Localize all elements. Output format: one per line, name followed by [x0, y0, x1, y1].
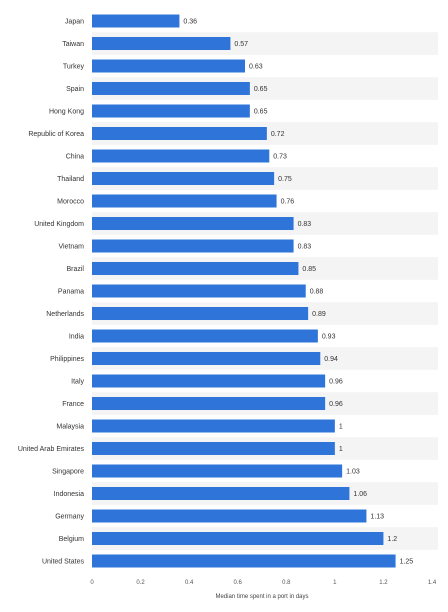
category-label: United Arab Emirates: [18, 446, 85, 453]
category-label: Japan: [65, 19, 84, 26]
x-tick-label: 0: [90, 580, 94, 586]
bar[interactable]: [92, 14, 180, 28]
bar[interactable]: [92, 509, 367, 523]
category-label: Brazil: [66, 266, 84, 273]
value-label: 0.83: [298, 244, 312, 251]
bar[interactable]: [92, 532, 384, 545]
value-label: 1.03: [346, 469, 360, 476]
bar[interactable]: [92, 127, 267, 140]
bar[interactable]: [92, 554, 396, 568]
bar[interactable]: [92, 37, 231, 50]
value-label: 0.36: [183, 19, 197, 26]
x-tick-label: 0.4: [185, 580, 194, 586]
category-label: Malaysia: [56, 424, 84, 431]
value-label: 0.57: [234, 41, 248, 48]
value-label: 0.63: [249, 64, 263, 71]
value-label: 0.88: [310, 289, 324, 296]
category-label: Belgium: [59, 536, 84, 543]
value-label: 1: [339, 424, 343, 431]
bar[interactable]: [92, 149, 270, 163]
bar[interactable]: [92, 262, 299, 275]
bar[interactable]: [92, 307, 309, 320]
category-label: Spain: [66, 86, 84, 93]
category-label: United States: [42, 559, 85, 566]
category-label: Vietnam: [58, 244, 84, 251]
bar[interactable]: [92, 487, 350, 500]
category-label: Morocco: [57, 199, 84, 206]
bar[interactable]: [92, 82, 250, 95]
category-label: Thailand: [57, 176, 84, 183]
value-label: 0.76: [281, 199, 295, 206]
bar[interactable]: [92, 172, 275, 185]
value-label: 0.96: [329, 401, 343, 408]
bar[interactable]: [92, 59, 245, 73]
x-tick-label: 0.6: [234, 580, 243, 586]
value-labels: 0.36 0.57 0.63 0.65 0.65 0.72 0.73 0.75 0.76 0.83…: [183, 19, 413, 566]
x-tick-label: 1.4: [428, 580, 437, 586]
value-label: 0.72: [271, 131, 285, 138]
value-label: 0.94: [324, 356, 338, 363]
category-label: Panama: [58, 289, 84, 296]
category-label: Germany: [55, 514, 84, 521]
bar[interactable]: [92, 217, 294, 230]
value-label: 0.85: [302, 266, 316, 273]
category-label: Philippines: [50, 356, 84, 363]
category-label: Indonesia: [54, 491, 84, 498]
bar[interactable]: [92, 194, 277, 208]
category-label: United Kingdom: [34, 221, 84, 228]
category-label: Netherlands: [46, 311, 84, 318]
value-label: 1.13: [370, 514, 384, 521]
value-label: 0.75: [278, 176, 292, 183]
x-tick-label: 0.8: [282, 580, 291, 586]
bar[interactable]: [92, 442, 335, 455]
category-label: China: [66, 154, 84, 161]
value-label: 0.83: [298, 221, 312, 228]
category-label: France: [62, 401, 84, 408]
value-label: 1.2: [387, 536, 397, 543]
category-labels: Japan Taiwan Turkey Spain Hong Kong Republic …: [18, 19, 85, 566]
bar[interactable]: [92, 397, 326, 410]
category-label: Italy: [71, 379, 84, 386]
category-label: Hong Kong: [49, 109, 84, 116]
bar[interactable]: [92, 419, 335, 433]
x-tick-label: 0.2: [136, 580, 145, 586]
bar[interactable]: [92, 329, 318, 343]
category-label: Singapore: [52, 469, 84, 476]
x-axis-ticks: 0 0.2 0.4 0.6 0.8 1 1.2 1.4: [90, 580, 437, 586]
x-tick-label: 1: [333, 580, 337, 586]
bar[interactable]: [92, 374, 326, 388]
value-label: 0.65: [254, 109, 268, 116]
bar[interactable]: [92, 104, 250, 118]
bar[interactable]: [92, 352, 321, 365]
bar[interactable]: [92, 284, 306, 298]
value-label: 0.89: [312, 311, 326, 318]
bars-group: [92, 14, 396, 568]
bar[interactable]: [92, 464, 343, 478]
x-axis-title: Median time spent in a port in days: [215, 594, 308, 600]
value-label: 0.96: [329, 379, 343, 386]
category-label: India: [69, 334, 84, 341]
value-label: 1: [339, 446, 343, 453]
value-label: 0.65: [254, 86, 268, 93]
value-label: 0.93: [322, 334, 336, 341]
value-label: 0.73: [273, 154, 287, 161]
bar[interactable]: [92, 239, 294, 253]
category-label: Taiwan: [62, 41, 84, 48]
x-tick-label: 1.2: [379, 580, 388, 586]
value-label: 1.25: [400, 559, 414, 566]
category-label: Republic of Korea: [28, 131, 84, 138]
category-label: Turkey: [63, 64, 85, 71]
value-label: 1.06: [353, 491, 367, 498]
